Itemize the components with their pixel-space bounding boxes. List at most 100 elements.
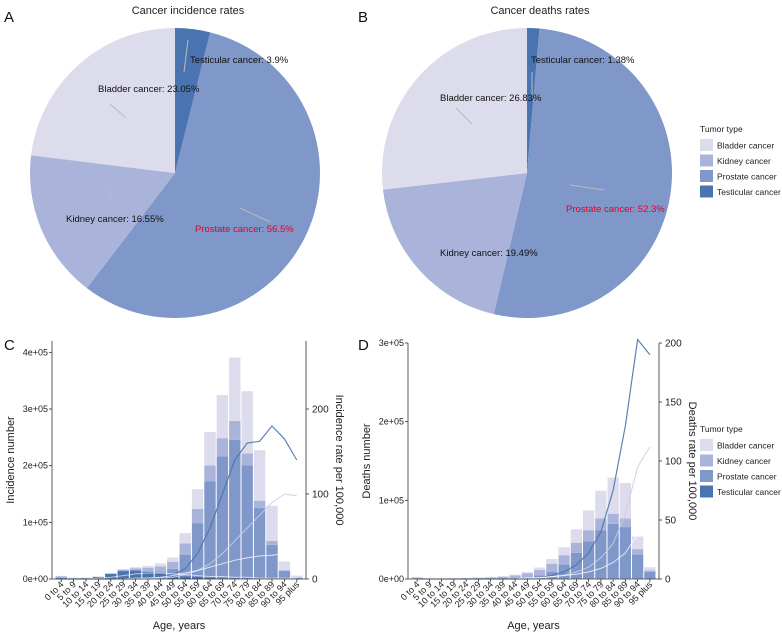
legend-swatch-prostate [700, 170, 713, 182]
bar-prostate-18 [278, 571, 291, 579]
bar-testicular-11 [191, 577, 204, 579]
bar-bladder-8 [154, 563, 167, 567]
pie-slice-bladder [382, 28, 527, 190]
rate-line-testicular [61, 572, 297, 580]
pie-leader-line [109, 187, 113, 197]
bar-testicular-5 [117, 571, 129, 579]
bar-kidney-14 [229, 421, 241, 440]
pie-label-kidney: Kidney cancer: 16.55% [66, 214, 164, 225]
y-axis-title-left: Deaths number [361, 423, 373, 499]
bar-bladder-9 [521, 571, 533, 574]
bar-prostate-17 [266, 544, 278, 579]
panel-letter-A: A [4, 9, 14, 26]
bar-bladder-12 [558, 547, 570, 556]
bar-prostate-10 [534, 575, 546, 579]
legend-label-testicular: Testicular cancer [717, 187, 781, 197]
y-axis-title-right: Deaths rate per 100,000 [686, 402, 698, 521]
bar-bladder-12 [204, 431, 216, 466]
bar-kidney-17 [266, 540, 278, 545]
bar-prostate-18 [632, 554, 644, 579]
legend-label-testicular: Testicular cancer [717, 487, 781, 497]
bar-bladder-17 [266, 505, 278, 541]
bar-prostate-10 [179, 554, 191, 577]
bar-kidney-5 [117, 569, 129, 572]
bar-kidney-1 [67, 577, 80, 579]
legend-swatch-kidney [700, 454, 713, 467]
bar-prostate-15 [595, 530, 607, 579]
legend-label-bladder: Bladder cancer [717, 441, 774, 451]
pie-leader-line [239, 207, 271, 223]
bar-prostate-13 [216, 456, 229, 579]
y-tick-label-left: 3e+05 [23, 404, 48, 414]
y-tick-label-right: 100 [312, 490, 329, 501]
pie-chart-A: Cancer incidence rates Testicular cancer:… [29, 5, 321, 319]
bar-kidney-9 [521, 573, 533, 578]
pie-label-prostate: Prostate cancer: 52.3% [566, 204, 665, 215]
bar-bladder-19 [644, 567, 656, 571]
bar-prostate-8 [154, 571, 167, 573]
bar-kidney-7 [497, 576, 509, 579]
panel-letter-D: D [358, 337, 369, 354]
bar-kidney-18 [278, 570, 291, 572]
bar-bladder-11 [191, 489, 204, 510]
pie-slice-kidney [382, 173, 527, 315]
x-axis-title: Age, years [507, 620, 560, 632]
y-tick-label-left: 4e+05 [23, 347, 48, 357]
bar-bladder-18 [278, 561, 291, 571]
bar-bladder-15 [241, 391, 253, 454]
bar-kidney-17 [619, 518, 631, 528]
pie-slice-testicular [175, 28, 211, 173]
bar-testicular-10 [179, 576, 191, 579]
pie-title-A: Cancer incidence rates [132, 5, 245, 17]
legend-swatch-bladder [700, 139, 713, 151]
y-tick-label-right: 0 [312, 575, 318, 586]
bar-testicular-6 [129, 570, 142, 579]
bar-kidney-0 [55, 576, 67, 578]
legend-swatch-kidney [700, 154, 713, 167]
bar-testicular-12 [204, 577, 216, 579]
bar-kidney-14 [583, 530, 595, 542]
bar-kidney-11 [546, 563, 558, 572]
bar-kidney-16 [253, 500, 266, 509]
bar-kidney-6 [485, 577, 497, 579]
y-tick-label-left: 3e+05 [379, 338, 404, 348]
bar-kidney-11 [191, 509, 204, 524]
panel-letter-B: B [358, 9, 368, 26]
bar-kidney-10 [534, 569, 546, 576]
y-tick-label-left: 1e+05 [23, 517, 48, 527]
bar-kidney-12 [204, 465, 216, 482]
bar-kidney-0 [411, 577, 423, 579]
bar-prostate-16 [253, 508, 266, 579]
pie-leader-line [183, 39, 189, 73]
legend-swatch-bladder [700, 439, 713, 451]
y-tick-label-left: 2e+05 [23, 461, 48, 471]
bar-kidney-8 [154, 566, 167, 572]
bar-bladder-8 [509, 574, 521, 576]
pie-chart-B: Cancer deaths rates Testicular cancer: 1.… [382, 5, 673, 319]
pie-title-B: Cancer deaths rates [490, 5, 590, 17]
pie-leader-line [455, 107, 473, 125]
bar-kidney-9 [167, 562, 179, 569]
y-axis-title-right: Incidence rate per 100,000 [333, 395, 345, 526]
legend-title: Tumor type [700, 124, 743, 134]
bar-kidney-4 [105, 573, 117, 574]
bar-kidney-18 [632, 549, 644, 555]
pie-label-testicular: Testicular cancer: 3.9% [190, 55, 289, 66]
bar-prostate-9 [167, 568, 179, 575]
legend-swatch-testicular [700, 485, 713, 498]
bar-kidney-12 [558, 555, 570, 565]
pie-slice-prostate [493, 28, 673, 319]
bar-kidney-7 [142, 567, 154, 572]
pie-label-prostate: Prostate cancer: 56.5% [195, 224, 294, 235]
bar-prostate-14 [229, 439, 241, 579]
pie-slice-kidney [29, 155, 175, 289]
pie-slice-testicular [527, 28, 540, 173]
bar-kidney-15 [595, 518, 607, 531]
pie-leader-line [475, 237, 479, 241]
legend-swatch-testicular [700, 185, 713, 198]
y-tick-label-right: 200 [665, 339, 682, 350]
bar-kidney-10 [179, 543, 191, 555]
bar-prostate-13 [570, 552, 582, 579]
